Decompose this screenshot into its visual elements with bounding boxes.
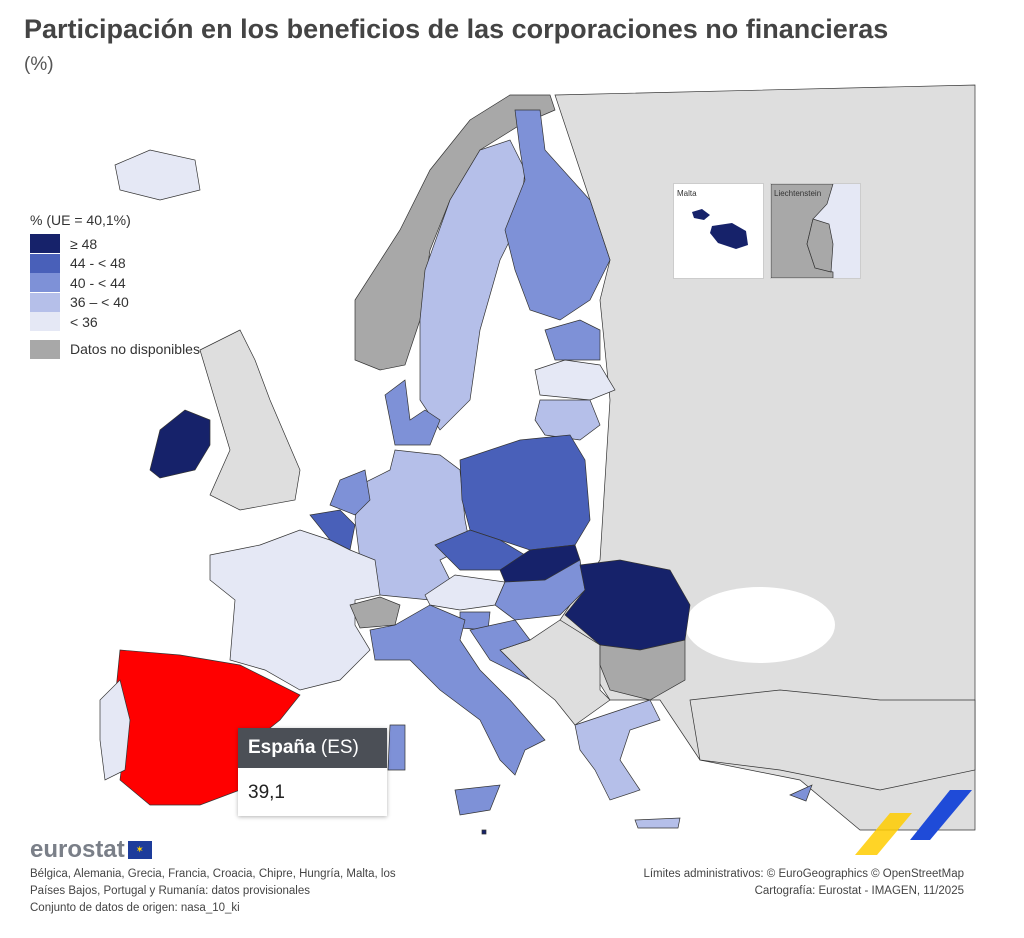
inset-malta: Malta (673, 183, 764, 279)
legend-item[interactable]: 40 - < 44 (30, 273, 200, 293)
country-ch[interactable] (349, 596, 401, 629)
eu-flag-icon: ✶ (127, 841, 152, 859)
balkans (499, 619, 611, 726)
footer-credits: Límites administrativos: © EuroGeographi… (643, 866, 964, 900)
turkey (689, 689, 976, 791)
country-it[interactable] (369, 604, 546, 776)
country-it[interactable] (454, 784, 501, 816)
footer-notes: Bélgica, Alemania, Grecia, Francia, Croa… (30, 866, 430, 917)
legend-label: Datos no disponibles (70, 341, 200, 358)
footer-source: Conjunto de datos de origen: nasa_10_ki (30, 902, 240, 914)
country-be[interactable] (309, 509, 356, 551)
country-mt[interactable] (481, 829, 487, 835)
tooltip-value: 39,1 (248, 782, 285, 803)
legend-item[interactable]: 44 - < 48 (30, 253, 200, 274)
country-fi[interactable] (504, 109, 611, 321)
country-dk[interactable] (384, 379, 441, 446)
legend-swatch (30, 234, 60, 254)
legend-swatch (30, 253, 60, 273)
footer-credit: Cartografía: Eurostat - IMAGEN, 11/2025 (754, 885, 964, 897)
legend-label: ≥ 48 (70, 235, 98, 252)
legend-swatch (30, 312, 60, 332)
country-fr[interactable] (209, 529, 381, 691)
country-is[interactable] (114, 149, 201, 201)
uk (199, 329, 301, 511)
legend-swatch (30, 292, 60, 312)
tooltip-header: España (ES) (238, 728, 387, 768)
legend: % (UE = 40,1%) ≥ 48 44 - < 48 40 - < 44 36 … (30, 212, 200, 359)
legend-item[interactable]: < 36 (30, 312, 200, 332)
country-se[interactable] (419, 139, 526, 431)
footer-credit: Límites administrativos: © EuroGeographi… (643, 868, 964, 880)
tooltip-code: (ES) (320, 737, 359, 758)
liechtenstein-shape (771, 184, 834, 278)
logo-text: eurostat (30, 836, 125, 863)
inset-label: Liechtenstein (774, 189, 822, 198)
page-title: Participación en los beneficios de las c… (24, 14, 889, 44)
inset-label: Malta (677, 189, 697, 198)
country-gr[interactable] (634, 817, 681, 829)
country-lv[interactable] (534, 359, 616, 401)
inset-liechtenstein: Liechtenstein (770, 183, 861, 279)
legend-label: 44 - < 48 (70, 255, 126, 272)
country-pl[interactable] (459, 434, 591, 551)
tooltip-country: España (248, 737, 316, 758)
legend-label: 40 - < 44 (70, 274, 126, 291)
country-ie[interactable] (149, 409, 211, 479)
country-lt[interactable] (534, 399, 601, 441)
black-sea (685, 587, 835, 663)
country-tooltip: España (ES) 39,1 (238, 728, 387, 816)
country-gr[interactable] (574, 699, 661, 801)
legend-item[interactable]: 36 – < 40 (30, 292, 200, 313)
malta-shape (692, 209, 748, 249)
country-pt[interactable] (99, 679, 131, 781)
country-cy[interactable] (789, 784, 813, 802)
country-nl[interactable] (329, 469, 371, 516)
footer-note: Bélgica, Alemania, Grecia, Francia, Croa… (30, 868, 396, 880)
footer-note: Países Bajos, Portugal y Rumanía: datos … (30, 885, 310, 897)
legend-swatch (30, 339, 60, 359)
legend-item-na[interactable]: Datos no disponibles (30, 339, 200, 360)
page-subtitle: (%) (24, 54, 54, 75)
country-ee[interactable] (544, 319, 601, 361)
country-hu[interactable] (494, 559, 586, 621)
legend-title: % (UE = 40,1%) (30, 212, 131, 228)
country-bg[interactable] (599, 639, 686, 701)
decorative-stripes (855, 790, 972, 855)
eurostat-logo[interactable]: eurostat ✶ (30, 836, 152, 864)
legend-label: 36 – < 40 (70, 294, 129, 311)
legend-item[interactable]: ≥ 48 (30, 234, 200, 254)
legend-label: < 36 (70, 313, 98, 330)
legend-swatch (30, 273, 60, 293)
country-hr[interactable] (469, 619, 531, 681)
country-it[interactable] (387, 724, 406, 771)
